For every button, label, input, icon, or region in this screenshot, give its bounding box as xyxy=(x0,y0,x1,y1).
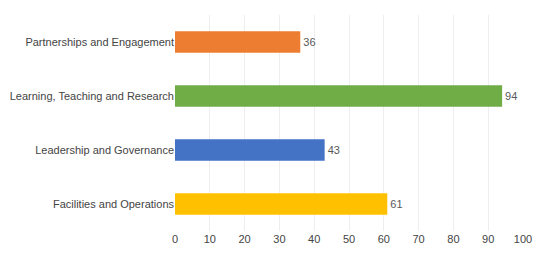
svg-text:43: 43 xyxy=(328,144,340,156)
svg-text:61: 61 xyxy=(390,198,402,210)
svg-text:36: 36 xyxy=(303,36,315,48)
svg-text:10: 10 xyxy=(204,233,216,245)
svg-text:Facilities and Operations: Facilities and Operations xyxy=(53,198,175,210)
svg-text:0: 0 xyxy=(172,233,178,245)
svg-text:40: 40 xyxy=(308,233,320,245)
svg-text:80: 80 xyxy=(447,233,459,245)
svg-text:60: 60 xyxy=(378,233,390,245)
svg-text:20: 20 xyxy=(238,233,250,245)
svg-text:Leadership and Governance: Leadership and Governance xyxy=(35,144,174,156)
svg-text:50: 50 xyxy=(343,233,355,245)
svg-text:Learning, Teaching and Researc: Learning, Teaching and Research xyxy=(10,90,174,102)
svg-text:Partnerships and Engagement: Partnerships and Engagement xyxy=(25,36,174,48)
svg-text:30: 30 xyxy=(273,233,285,245)
svg-text:94: 94 xyxy=(505,90,517,102)
svg-text:90: 90 xyxy=(482,233,494,245)
svg-text:70: 70 xyxy=(412,233,424,245)
svg-text:100: 100 xyxy=(514,233,532,245)
